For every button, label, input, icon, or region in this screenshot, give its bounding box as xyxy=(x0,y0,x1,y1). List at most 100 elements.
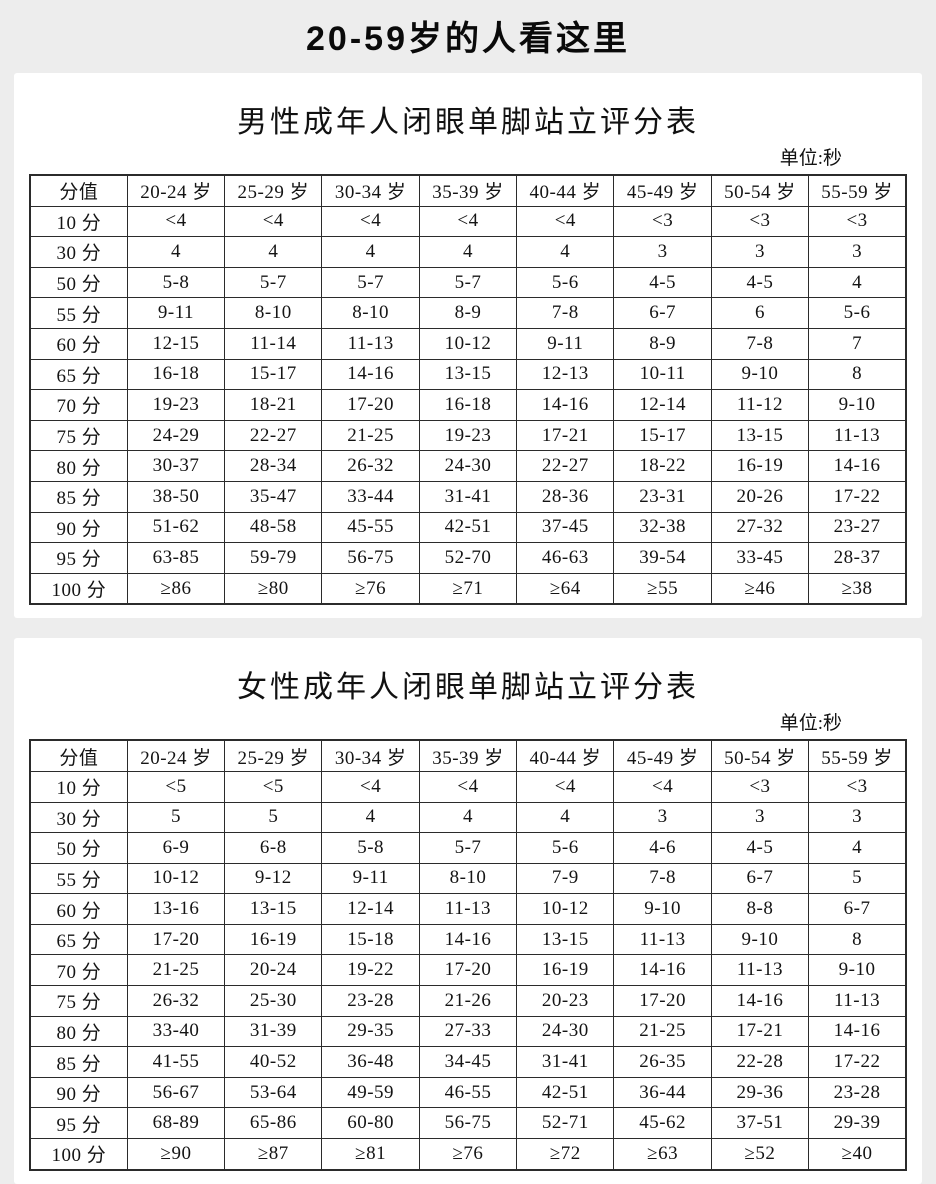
table-cell: ≥46 xyxy=(710,572,810,605)
table-cell: 17-21 xyxy=(516,419,615,452)
row-label: 85 分 xyxy=(29,480,128,513)
female-unit-label: 单位:秒 xyxy=(779,713,842,735)
table-cell: 11-13 xyxy=(321,327,420,360)
table-cell: 5-7 xyxy=(224,266,323,299)
row-label: 85 分 xyxy=(29,1046,128,1078)
table-cell: 5 xyxy=(126,801,226,834)
table-cell: 4 xyxy=(808,266,907,299)
table-cell: 45-62 xyxy=(613,1107,712,1140)
table-cell: 68-89 xyxy=(126,1107,226,1140)
table-cell: 7-8 xyxy=(613,862,712,895)
table-row: 65 分 16-18 15-17 14-16 13-15 12-13 10-11 9-10 8 xyxy=(29,358,907,391)
table-row: 95 分 68-89 65-86 60-80 56-75 52-71 45-62 37-51 2… xyxy=(29,1107,907,1140)
table-row: 10 分 <4 <4 <4 <4 <4 <3 <3 <3 xyxy=(29,205,907,238)
table-cell: 17-21 xyxy=(710,1015,810,1048)
table-cell: 20-24 xyxy=(224,954,323,987)
table-cell: 6-7 xyxy=(613,297,712,329)
male-unit-label: 单位:秒 xyxy=(779,148,842,169)
column-header: 30-34 岁 xyxy=(321,174,420,207)
table-cell: 60-80 xyxy=(321,1107,420,1140)
row-label: 75 分 xyxy=(29,985,128,1017)
column-header: 25-29 岁 xyxy=(224,174,323,207)
table-cell: 48-58 xyxy=(224,511,323,544)
table-cell: ≥76 xyxy=(321,572,420,605)
table-cell: 29-39 xyxy=(808,1107,907,1140)
table-cell: 30-37 xyxy=(126,450,226,482)
table-cell: 8-9 xyxy=(418,297,518,329)
table-cell: 24-30 xyxy=(516,1015,615,1048)
table-cell: 40-52 xyxy=(224,1046,323,1078)
table-cell: 14-16 xyxy=(516,389,615,421)
table-cell: <4 xyxy=(126,205,226,238)
row-label: 10 分 xyxy=(29,205,128,238)
column-header: 45-49 岁 xyxy=(613,739,712,772)
table-cell: 13-15 xyxy=(710,419,810,452)
table-cell: 11-14 xyxy=(224,327,323,360)
table-cell: 3 xyxy=(613,236,712,268)
table-cell: 5-7 xyxy=(418,832,518,864)
table-row: 100 分 ≥90 ≥87 ≥81 ≥76 ≥72 ≥63 ≥52 ≥40 xyxy=(29,1138,907,1171)
table-row: 60 分 12-15 11-14 11-13 10-12 9-11 8-9 7-8 7 xyxy=(29,327,907,360)
column-header: 50-54 岁 xyxy=(710,739,810,772)
column-header: 20-24 岁 xyxy=(126,739,226,772)
table-cell: 11-13 xyxy=(808,985,907,1017)
table-cell: 17-22 xyxy=(808,1046,907,1078)
column-header: 35-39 岁 xyxy=(418,739,518,772)
table-cell: 63-85 xyxy=(126,542,226,574)
table-cell: 18-21 xyxy=(224,389,323,421)
table-cell: 4 xyxy=(418,801,518,834)
table-cell: 28-37 xyxy=(808,542,907,574)
male-table-title: 男性成年人闭眼单脚站立评分表 xyxy=(237,106,699,139)
table-cell: 31-41 xyxy=(516,1046,615,1078)
table-cell: 46-55 xyxy=(418,1076,518,1109)
table-cell: 3 xyxy=(710,236,810,268)
row-label: 100 分 xyxy=(29,1138,128,1171)
table-cell: 12-14 xyxy=(613,389,712,421)
table-cell: 5-6 xyxy=(516,832,615,864)
table-cell: ≥40 xyxy=(808,1138,907,1171)
row-label: 70 分 xyxy=(29,954,128,987)
table-cell: 28-36 xyxy=(516,480,615,513)
table-cell: <5 xyxy=(224,770,323,803)
table-cell: 11-13 xyxy=(710,954,810,987)
table-cell: 52-71 xyxy=(516,1107,615,1140)
table-cell: ≥63 xyxy=(613,1138,712,1171)
table-cell: 27-33 xyxy=(418,1015,518,1048)
table-cell: 13-15 xyxy=(418,358,518,391)
table-cell: ≥81 xyxy=(321,1138,420,1171)
table-cell: 16-19 xyxy=(516,954,615,987)
table-cell: <4 xyxy=(516,770,615,803)
table-row: 85 分 41-55 40-52 36-48 34-45 31-41 26-35 22-28 1… xyxy=(29,1046,907,1078)
table-row: 70 分 19-23 18-21 17-20 16-18 14-16 12-14 11-12 9… xyxy=(29,389,907,421)
table-cell: 7-8 xyxy=(710,327,810,360)
table-row: 80 分 33-40 31-39 29-35 27-33 24-30 21-25 17-21 1… xyxy=(29,1015,907,1048)
table-cell: 52-70 xyxy=(418,542,518,574)
row-label: 55 分 xyxy=(29,862,128,895)
table-cell: 9-11 xyxy=(126,297,226,329)
table-row: 60 分 13-16 13-15 12-14 11-13 10-12 9-10 8-8 6-7 xyxy=(29,893,907,925)
table-cell: 26-35 xyxy=(613,1046,712,1078)
table-cell: 4 xyxy=(418,236,518,268)
row-label: 65 分 xyxy=(29,923,128,956)
table-row: 80 分 30-37 28-34 26-32 24-30 22-27 18-22 16-19 1… xyxy=(29,450,907,482)
table-cell: 18-22 xyxy=(613,450,712,482)
column-header: 25-29 岁 xyxy=(224,739,323,772)
row-label: 95 分 xyxy=(29,1107,128,1140)
table-cell: 13-15 xyxy=(516,923,615,956)
table-cell: 4 xyxy=(126,236,226,268)
table-cell: 14-16 xyxy=(613,954,712,987)
table-cell: 9-11 xyxy=(321,862,420,895)
table-cell: 16-18 xyxy=(126,358,226,391)
row-label: 50 分 xyxy=(29,266,128,299)
table-cell: 6-8 xyxy=(224,832,323,864)
row-label: 70 分 xyxy=(29,389,128,421)
table-cell: 6 xyxy=(710,297,810,329)
table-cell: 15-17 xyxy=(613,419,712,452)
table-cell: 8-9 xyxy=(613,327,712,360)
table-cell: 6-9 xyxy=(126,832,226,864)
table-row: 70 分 21-25 20-24 19-22 17-20 16-19 14-16 11-13 9… xyxy=(29,954,907,987)
table-cell: ≥72 xyxy=(516,1138,615,1171)
table-cell: 16-19 xyxy=(710,450,810,482)
table-cell: 22-27 xyxy=(516,450,615,482)
table-cell: ≥76 xyxy=(418,1138,518,1171)
